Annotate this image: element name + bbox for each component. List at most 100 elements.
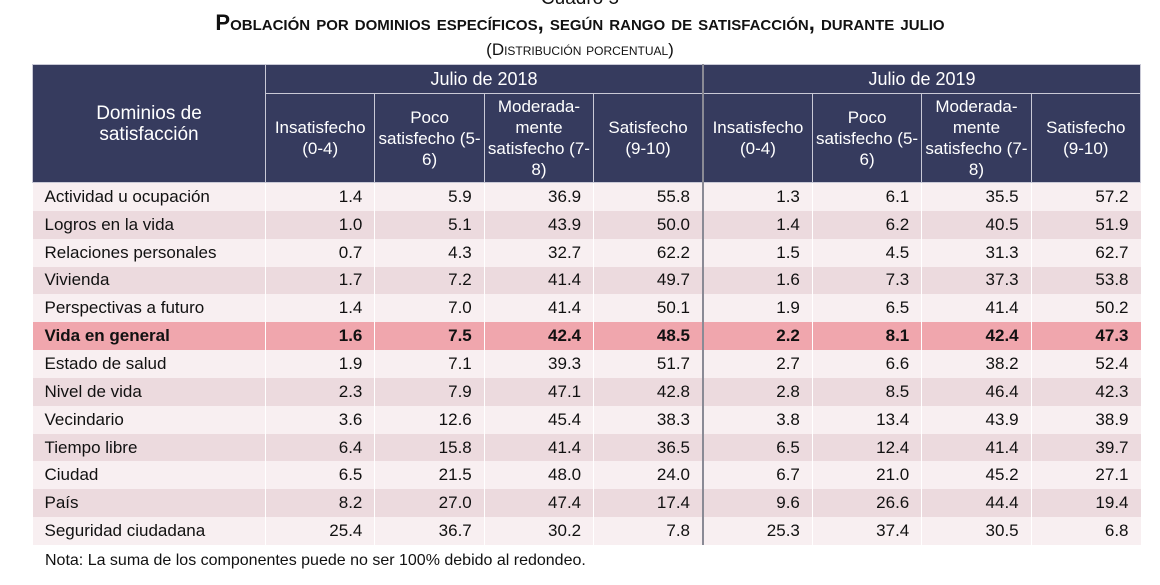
cell: 42.4 (921, 322, 1032, 351)
cell: 21.5 (374, 461, 485, 490)
cell: 49.7 (593, 266, 703, 295)
cell: 5.9 (374, 182, 485, 211)
table-row: Relaciones personales 0.7 4.3 32.7 62.2 1.5 4.… (32, 238, 1141, 267)
cell: 1.6 (701, 266, 813, 295)
row-label: Nivel de vida (32, 377, 266, 406)
caption: Cuadro 5 (0, 0, 1160, 10)
column-header: Poco satisfecho (5-6) (811, 93, 923, 183)
cell: 55.8 (593, 182, 703, 211)
row-header: Dominios de satisfacción (32, 64, 266, 183)
cell: 43.9 (483, 210, 594, 239)
cell: 41.4 (921, 433, 1032, 462)
row-label: Actividad u ocupación (32, 182, 266, 211)
cell: 7.0 (374, 294, 485, 323)
cell: 2.7 (701, 350, 813, 378)
table-row: Estado de salud 1.9 7.1 39.3 51.7 2.7 6.6 38.2 5… (32, 350, 1141, 378)
cell: 31.3 (921, 238, 1032, 267)
row-label: Ciudad (32, 461, 266, 490)
cell: 42.3 (1030, 377, 1141, 406)
cell: 7.8 (593, 517, 703, 545)
cell: 47.4 (483, 489, 594, 518)
cell: 40.5 (921, 210, 1032, 239)
table-row: Seguridad ciudadana 25.4 36.7 30.2 7.8 25.3 37… (32, 517, 1141, 545)
column-header: Poco satisfecho (5-6) (374, 93, 485, 183)
cell: 15.8 (374, 433, 485, 462)
cell: 44.4 (921, 489, 1032, 518)
cell: 7.5 (374, 322, 485, 351)
cell: 2.8 (701, 377, 813, 406)
title: Población por dominios específicos, segú… (215, 10, 945, 35)
cell: 41.4 (483, 266, 594, 295)
cell: 26.6 (811, 489, 922, 518)
cell: 25.3 (701, 517, 813, 545)
row-label: Vida en general (32, 322, 266, 351)
cell: 47.3 (1030, 322, 1141, 351)
cell: 1.5 (701, 238, 813, 267)
subtitle: (Distribución porcentual) (486, 40, 674, 59)
cell: 30.5 (921, 517, 1032, 545)
cell: 7.2 (374, 266, 485, 295)
header-row: Insatisfecho (0-4) Poco satisfecho (5-6) M… (33, 93, 1142, 183)
cell: 52.4 (1030, 350, 1141, 378)
cell: 35.5 (921, 182, 1032, 211)
cell: 6.1 (811, 182, 922, 211)
cell: 6.6 (811, 350, 922, 378)
cell: 27.0 (374, 489, 485, 518)
cell: 6.8 (1030, 517, 1141, 545)
table: Dominios de satisfacción Julio de 2018 Jul… (32, 64, 1142, 545)
cell: 12.4 (811, 433, 922, 462)
cell: 38.3 (593, 405, 703, 434)
cell: 1.9 (701, 294, 813, 323)
cell: 27.1 (1030, 461, 1141, 490)
cell: 36.9 (483, 182, 594, 211)
cell: 62.7 (1030, 238, 1141, 267)
row-label: Logros en la vida (32, 210, 266, 239)
cell: 3.8 (701, 405, 813, 434)
group-header: Julio de 2019 (702, 64, 1141, 94)
cell: 6.4 (264, 433, 375, 462)
cell: 1.9 (264, 350, 375, 378)
table-row: Vecindario 3.6 12.6 45.4 38.3 3.8 13.4 43.9 38.9 (32, 405, 1141, 434)
cell: 51.7 (593, 350, 703, 378)
cell: 6.5 (701, 433, 813, 462)
column-header: Insatisfecho (0-4) (264, 93, 376, 183)
cell: 1.0 (264, 210, 375, 239)
cell: 1.3 (701, 182, 813, 211)
cell: 6.2 (811, 210, 922, 239)
column-header: Moderada-mente satisfecho (7-8) (483, 93, 595, 183)
cell: 62.2 (593, 238, 703, 267)
cell: 53.8 (1030, 266, 1141, 295)
header-row: Dominios de satisfacción Julio de 2018 Jul… (32, 64, 1141, 183)
cell: 57.2 (1030, 182, 1141, 211)
cell: 50.2 (1030, 294, 1141, 323)
cell: 1.4 (264, 182, 375, 211)
column-header: Insatisfecho (0-4) (701, 93, 813, 183)
cell: 5.1 (374, 210, 485, 239)
cell: 6.7 (701, 461, 813, 490)
cell: 3.6 (264, 405, 375, 434)
cell: 39.3 (483, 350, 594, 378)
cell: 46.4 (921, 377, 1032, 406)
row-label: Tiempo libre (32, 433, 266, 462)
cell: 36.5 (593, 433, 703, 462)
cell: 1.4 (264, 294, 375, 323)
row-label: Perspectivas a futuro (32, 294, 266, 323)
note: Nota: La suma de los componentes puede n… (45, 552, 586, 569)
cell: 6.5 (264, 461, 375, 490)
cell: 2.3 (264, 377, 375, 406)
cell: 41.4 (483, 433, 594, 462)
column-header: Satisfecho (9-10) (593, 93, 704, 183)
cell: 38.9 (1030, 405, 1141, 434)
table-row: Perspectivas a futuro 1.4 7.0 41.4 50.1 1.9 6.… (32, 294, 1141, 323)
cell: 50.0 (593, 210, 703, 239)
cell: 45.4 (483, 405, 594, 434)
table-row: Actividad u ocupación 1.4 5.9 36.9 55.8 1.3 6.… (32, 182, 1141, 211)
table-row: Logros en la vida 1.0 5.1 43.9 50.0 1.4 6.2 40.… (32, 210, 1141, 239)
cell: 8.1 (811, 322, 922, 351)
cell: 41.4 (483, 294, 594, 323)
cell: 19.4 (1030, 489, 1141, 518)
cell: 47.1 (483, 377, 594, 406)
table-row: Nivel de vida 2.3 7.9 47.1 42.8 2.8 8.5 46.4 42.… (32, 377, 1141, 406)
table-row: Vida en general 1.6 7.5 42.4 48.5 2.2 8.1 42.4 4… (32, 322, 1141, 351)
